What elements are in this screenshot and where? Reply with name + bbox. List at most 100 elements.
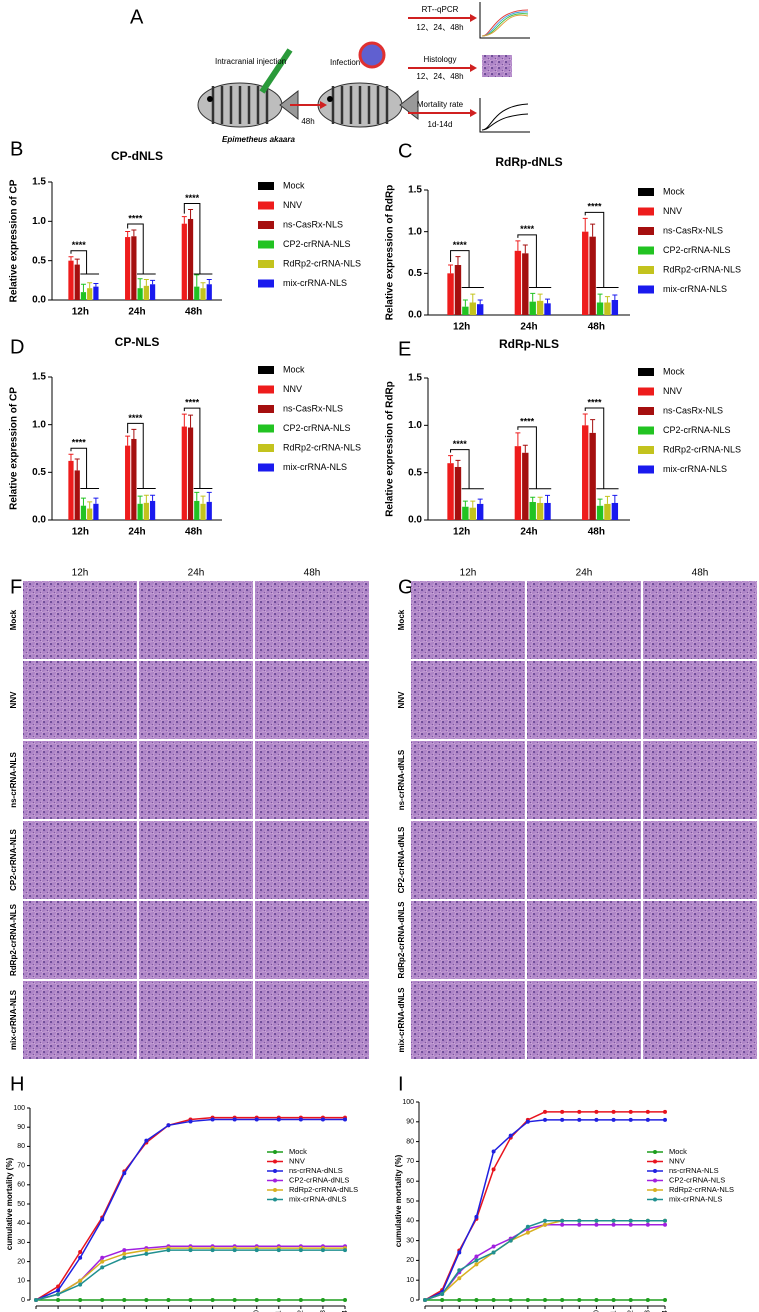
error-bar <box>194 274 200 287</box>
legend-swatch <box>258 366 274 374</box>
histology-image <box>411 581 525 659</box>
error-bar <box>470 500 476 508</box>
point <box>188 1248 193 1253</box>
point <box>491 1298 496 1302</box>
error-bar <box>515 240 521 251</box>
histology-image <box>411 901 525 979</box>
histology-image <box>139 981 253 1059</box>
legend-label: CP2-crRNA-NLS <box>663 425 731 435</box>
x-tick-label: 10 <box>593 1310 600 1312</box>
histology-image <box>411 821 525 899</box>
panel-label: G <box>398 576 414 598</box>
schematic-text: 12、24、48h <box>416 72 463 81</box>
point <box>543 1117 547 1122</box>
legend-label: ns-CasRx-NLS <box>663 225 723 235</box>
point <box>56 1298 61 1302</box>
histology-image <box>255 581 369 659</box>
schematic-text: Mortality rate <box>417 100 464 109</box>
point <box>100 1265 105 1270</box>
point <box>254 1298 259 1302</box>
histology-image <box>411 741 525 819</box>
point <box>645 1222 650 1227</box>
point <box>320 1117 325 1122</box>
point <box>645 1298 650 1302</box>
error-bar <box>545 494 551 503</box>
legend-swatch <box>638 188 654 196</box>
bar <box>149 500 156 520</box>
error-bar <box>137 495 143 504</box>
significance-bracket <box>127 422 156 490</box>
chart-title: CP-NLS <box>115 335 160 349</box>
histology-row-label: Mock <box>397 609 406 630</box>
point <box>594 1218 599 1223</box>
chart-title: RdRp-NLS <box>499 337 559 351</box>
bar <box>604 503 611 520</box>
legend-swatch <box>258 405 274 413</box>
significance-label: **** <box>185 193 200 203</box>
point <box>474 1258 479 1263</box>
x-tick-label: 12 <box>628 1310 635 1312</box>
y-tick-label: 100 <box>402 1099 414 1106</box>
y-tick-label: 30 <box>406 1237 414 1244</box>
legend-label: mix-crRNA-NLS <box>663 284 727 294</box>
bar <box>447 463 454 520</box>
histology-image <box>23 981 137 1059</box>
legend-swatch <box>638 207 654 216</box>
x-tick-label: 14 <box>662 1310 669 1312</box>
point <box>508 1238 513 1243</box>
error-bar <box>590 419 596 433</box>
bar <box>596 505 604 520</box>
point <box>457 1298 462 1302</box>
bar <box>181 426 187 520</box>
point <box>122 1251 127 1256</box>
point <box>594 1109 599 1114</box>
point <box>166 1298 171 1302</box>
error-bar <box>93 282 99 287</box>
significance-label: **** <box>453 439 468 449</box>
histology-column-label: 24h <box>188 568 205 579</box>
point <box>56 1292 61 1297</box>
legend-label: RdRp2-crRNA-NLS <box>663 444 741 454</box>
panel-label: C <box>398 140 412 162</box>
point <box>663 1222 667 1227</box>
point <box>628 1109 633 1114</box>
x-tick-label: 48h <box>588 527 605 538</box>
y-axis-label: Relative expression of RdRp <box>385 185 396 321</box>
histology-image <box>139 741 253 819</box>
point <box>663 1117 667 1122</box>
bar <box>476 304 484 315</box>
significance-label: **** <box>587 202 602 212</box>
point <box>188 1298 193 1302</box>
bar <box>206 284 212 300</box>
significance-bracket <box>70 447 100 490</box>
legend-swatch <box>258 385 274 394</box>
error-bar <box>80 497 86 506</box>
bar <box>181 223 187 300</box>
histology-row-label: CP2-crRNA-dNLS <box>397 826 406 893</box>
legend-label: RdRp2-crRNA-dNLS <box>289 1185 358 1194</box>
error-bar <box>74 258 80 265</box>
x-tick-label: 11 <box>276 1310 283 1312</box>
legend-swatch <box>258 221 274 229</box>
point <box>298 1298 303 1302</box>
point <box>276 1248 281 1253</box>
point <box>645 1109 650 1114</box>
legend-label: Mock <box>669 1147 687 1156</box>
error-bar <box>131 428 137 439</box>
point <box>663 1109 667 1114</box>
histology-image <box>23 901 137 979</box>
point <box>210 1117 215 1122</box>
bar <box>454 466 462 520</box>
schematic-text: Histology <box>424 55 457 64</box>
histology-image <box>255 741 369 819</box>
point <box>343 1248 347 1253</box>
bar <box>125 445 131 520</box>
legend-label: CP2-crRNA-NLS <box>663 245 731 255</box>
point <box>611 1218 616 1223</box>
point <box>78 1298 83 1302</box>
legend-label: CP2-crRNA-NLS <box>283 423 351 433</box>
error-bar <box>537 293 543 301</box>
histology-column-label: 48h <box>304 568 321 579</box>
legend-swatch <box>638 266 654 274</box>
legend-swatch <box>258 240 274 249</box>
